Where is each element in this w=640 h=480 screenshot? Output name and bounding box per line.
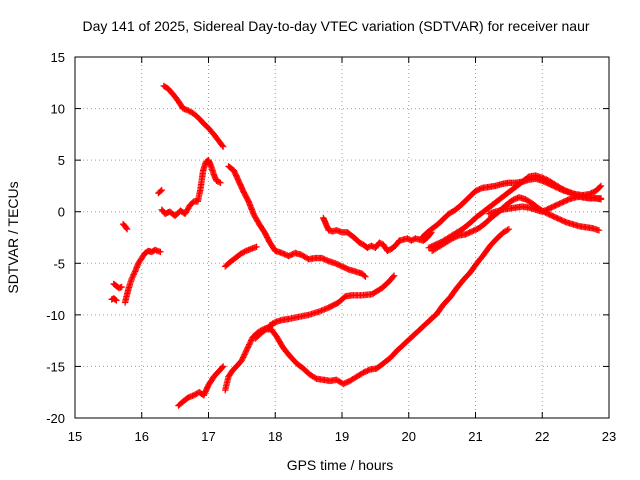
series-arc-k	[222, 322, 276, 394]
series-arc-q	[428, 194, 603, 255]
x-tick-label: 17	[201, 429, 215, 444]
data-point	[219, 364, 226, 371]
data-point	[246, 340, 254, 347]
series-arc-c	[119, 220, 131, 233]
data-point	[220, 143, 227, 150]
data-point	[390, 273, 397, 280]
data-point	[217, 179, 224, 186]
data-point	[123, 225, 130, 232]
x-tick-label: 15	[68, 429, 82, 444]
data-point	[129, 274, 136, 281]
data-point	[123, 226, 131, 233]
data-point	[157, 187, 164, 195]
y-tick-label: -15	[46, 359, 65, 374]
y-tick-label: -10	[46, 308, 65, 323]
data-point	[239, 355, 246, 362]
y-tick-label: -5	[53, 256, 65, 271]
x-axis-label: GPS time / hours	[287, 457, 394, 473]
x-tick-label: 23	[602, 429, 616, 444]
y-tick-label: 10	[51, 102, 65, 117]
grid-lines	[75, 57, 609, 418]
data-series	[108, 82, 605, 409]
data-point	[131, 269, 138, 277]
y-tick-label: 0	[58, 205, 65, 220]
data-point	[253, 243, 260, 250]
series-arc-p	[425, 172, 605, 251]
data-point	[157, 248, 164, 256]
x-tick-label: 20	[402, 429, 416, 444]
y-tick-label: 15	[51, 50, 65, 65]
data-point	[246, 341, 253, 348]
series-arc-f	[158, 156, 224, 219]
series-arc-e	[155, 186, 165, 197]
series-arc-j	[222, 243, 260, 270]
series-arc-l	[266, 272, 398, 329]
series-arc-n	[320, 214, 435, 255]
data-point	[597, 182, 605, 190]
data-point	[118, 283, 125, 291]
x-tick-label: 22	[535, 429, 549, 444]
series-arc-a	[108, 295, 120, 304]
data-point	[595, 227, 603, 234]
data-point	[240, 354, 247, 361]
data-point	[596, 183, 604, 191]
data-point	[597, 196, 605, 203]
data-point	[216, 178, 223, 186]
x-tick-label: 18	[268, 429, 282, 444]
data-point	[220, 363, 227, 370]
chart-title: Day 141 of 2025, Sidereal Day-to-day VTE…	[82, 18, 589, 34]
data-point	[128, 275, 135, 282]
data-point	[361, 272, 368, 279]
data-point	[248, 337, 255, 344]
data-point	[112, 296, 119, 303]
data-point	[113, 297, 120, 304]
data-point	[505, 226, 513, 233]
y-tick-label: -20	[46, 411, 65, 426]
series-arc-h	[175, 363, 227, 409]
axis-ticks: 15 16 17 18 19 20 21 22 23 -20 -15 -10 -5 0 5 10 15	[46, 50, 616, 444]
data-point	[244, 345, 251, 353]
data-point	[242, 349, 249, 357]
y-axis-label: SDTVAR / TECUs	[5, 181, 21, 293]
series-arc-r	[485, 193, 605, 217]
data-point	[184, 206, 191, 213]
x-tick-label: 21	[468, 429, 482, 444]
data-point	[185, 205, 192, 212]
series-arc-b	[110, 280, 125, 292]
data-point	[390, 272, 398, 279]
series-arc-g	[160, 82, 227, 150]
data-point	[243, 347, 250, 354]
data-point	[245, 342, 252, 350]
data-point	[158, 186, 165, 194]
data-point	[219, 142, 226, 149]
series-arc-d	[121, 246, 164, 306]
data-point	[362, 273, 369, 280]
x-tick-label: 19	[335, 429, 349, 444]
data-point	[130, 271, 137, 278]
data-point	[504, 226, 511, 234]
y-tick-label: 5	[58, 153, 65, 168]
series-arc-i	[225, 163, 369, 280]
x-tick-label: 16	[135, 429, 149, 444]
series-arc-m	[252, 226, 513, 388]
data-point	[241, 351, 248, 358]
